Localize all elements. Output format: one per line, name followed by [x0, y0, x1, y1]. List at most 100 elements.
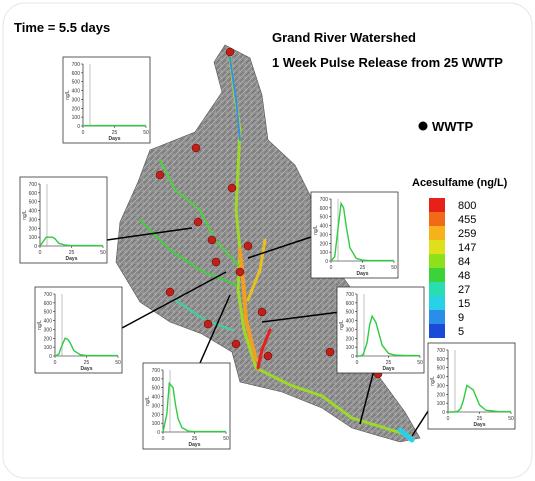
colorbar-swatch	[429, 212, 445, 226]
y-tick-label: 500	[29, 200, 38, 206]
y-tick-label: 700	[346, 292, 355, 298]
inset-box	[427, 342, 516, 430]
y-tick-label: 500	[152, 386, 161, 392]
subtitle: 1 Week Pulse Release from 25 WWTP	[272, 55, 503, 70]
y-tick-label: 500	[72, 80, 81, 86]
concentration-line	[357, 314, 420, 357]
x-tick-label: 0	[447, 416, 450, 422]
y-tick-label: 300	[29, 217, 38, 223]
y-tick-label: 200	[152, 412, 161, 418]
y-tick-label: 600	[29, 191, 38, 197]
y-tick-label: 700	[152, 368, 161, 374]
x-tick-label: 25	[360, 265, 366, 271]
y-tick-label: 300	[152, 403, 161, 409]
concentration-line	[162, 381, 226, 433]
y-tick-label: 400	[320, 224, 329, 230]
y-tick-label: 0	[49, 354, 52, 360]
y-tick-label: 100	[44, 345, 53, 351]
x-axis-label: Days	[81, 366, 93, 372]
y-tick-label: 500	[320, 215, 329, 221]
wwtp-legend-dot	[418, 121, 428, 131]
y-tick-label: 0	[157, 430, 160, 436]
y-tick-label: 600	[320, 206, 329, 212]
x-tick-label: 25	[112, 130, 118, 136]
wwtp-dots	[155, 47, 383, 379]
y-axis-label: ng/L	[37, 320, 43, 330]
y-tick-label: 700	[320, 197, 329, 203]
y-tick-label: 700	[44, 292, 53, 298]
colorbar-label: 9	[458, 312, 464, 324]
y-tick-label: 0	[325, 259, 328, 265]
concentration-line	[54, 337, 118, 357]
y-tick-label: 400	[346, 319, 355, 325]
concentration-line	[39, 236, 103, 247]
y-tick-label: 300	[44, 327, 53, 333]
inset-box	[62, 56, 151, 144]
y-tick-label: 400	[44, 319, 53, 325]
y-tick-label: 100	[29, 235, 38, 241]
x-axis-label: Days	[109, 136, 121, 142]
colorbar-label: 5	[458, 326, 464, 338]
x-tick-label: 0	[330, 265, 333, 271]
x-tick-label: 25	[192, 436, 198, 442]
colorbar-label: 259	[458, 228, 476, 240]
concentration-line	[330, 201, 394, 262]
colorbar-label: 27	[458, 284, 470, 296]
y-tick-label: 100	[152, 421, 161, 427]
colorbar-label: 800	[458, 200, 476, 212]
y-axis-label: ng/L	[145, 396, 151, 406]
y-tick-label: 200	[346, 336, 355, 342]
colorbar-swatch	[429, 310, 445, 324]
time-label: Time = 5.5 days	[14, 20, 110, 35]
colorbar-label: 455	[458, 214, 476, 226]
y-tick-label: 500	[437, 366, 446, 372]
colorbar-label: 15	[458, 298, 470, 310]
y-tick-label: 400	[152, 395, 161, 401]
y-tick-label: 600	[72, 71, 81, 77]
inset-box	[142, 362, 231, 450]
y-tick-label: 300	[320, 232, 329, 238]
x-tick-label: 50	[143, 130, 149, 136]
colorbar-swatch	[429, 198, 445, 212]
y-tick-label: 0	[34, 244, 37, 250]
y-tick-label: 300	[72, 97, 81, 103]
y-tick-label: 200	[320, 241, 329, 247]
y-tick-label: 100	[346, 345, 355, 351]
y-tick-label: 0	[351, 354, 354, 360]
x-tick-label: 50	[417, 360, 423, 366]
y-tick-label: 300	[437, 383, 446, 389]
title: Grand River Watershed	[272, 30, 416, 45]
y-tick-label: 500	[44, 310, 53, 316]
colorbar-label: 48	[458, 270, 470, 282]
colorbar-title: Acesulfame (ng/L)	[412, 177, 508, 189]
x-tick-label: 25	[386, 360, 392, 366]
wwtp-legend: WWTP	[432, 119, 473, 134]
y-tick-label: 500	[346, 310, 355, 316]
x-tick-label: 0	[356, 360, 359, 366]
y-tick-label: 700	[29, 182, 38, 188]
x-tick-label: 50	[391, 265, 397, 271]
x-axis-label: Days	[357, 271, 369, 277]
y-tick-label: 400	[29, 209, 38, 215]
x-tick-label: 50	[508, 416, 514, 422]
y-tick-label: 200	[29, 226, 38, 232]
y-tick-label: 600	[437, 357, 446, 363]
x-axis-label: Days	[66, 256, 78, 262]
x-axis-label: Days	[189, 442, 201, 448]
colorbar-swatch	[429, 324, 445, 338]
concentration-line	[448, 384, 511, 413]
y-tick-label: 300	[346, 327, 355, 333]
y-tick-label: 100	[320, 250, 329, 256]
colorbar-swatch	[429, 268, 445, 282]
x-tick-label: 50	[115, 360, 121, 366]
x-tick-label: 50	[223, 436, 229, 442]
y-tick-label: 400	[437, 375, 446, 381]
x-tick-label: 0	[82, 130, 85, 136]
colorbar-swatch	[429, 254, 445, 268]
colorbar-swatch	[429, 240, 445, 254]
colorbar-label: 84	[458, 256, 470, 268]
y-tick-label: 400	[72, 89, 81, 95]
y-tick-label: 200	[437, 392, 446, 398]
